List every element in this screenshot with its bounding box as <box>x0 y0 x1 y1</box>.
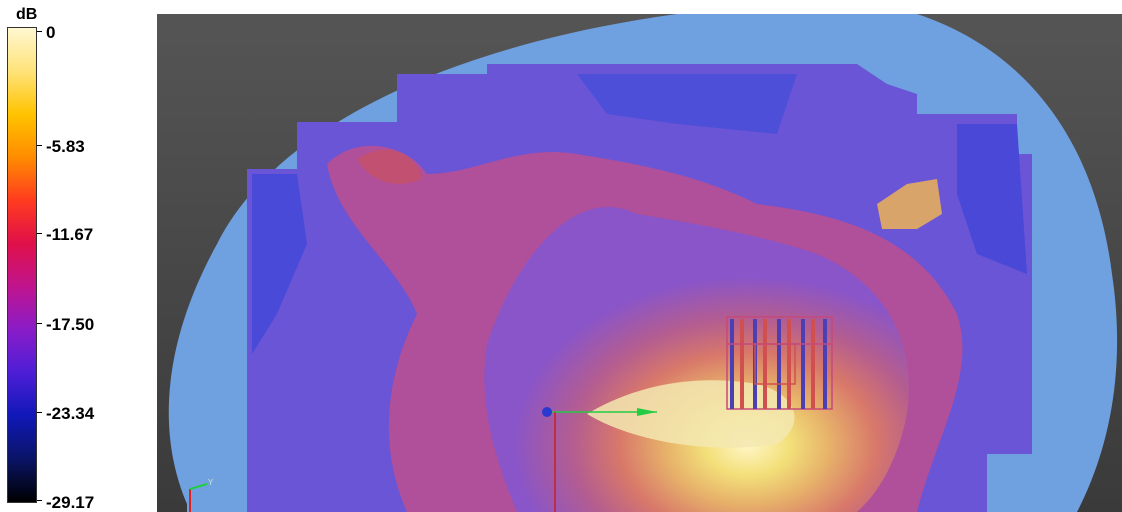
high-field-region <box>484 206 909 512</box>
legend-tick-1: -5.83 <box>46 137 85 156</box>
legend-tick-mark <box>37 233 42 234</box>
legend-tick-mark <box>37 412 42 413</box>
legend-tick-4: -23.34 <box>46 404 95 423</box>
secondary-hotspot <box>877 179 942 229</box>
legend-tick-2: -11.67 <box>46 225 94 244</box>
axis-y-label: Y <box>208 478 214 487</box>
legend-tick-3: -17.50 <box>46 315 95 334</box>
low-field-region <box>252 174 307 354</box>
source-origin[interactable] <box>542 407 657 512</box>
legend-tick-0: 0 <box>46 23 56 42</box>
legend-tick-mark <box>37 31 42 32</box>
field-render: Y <box>157 14 1122 512</box>
legend-tick-mark <box>37 323 42 324</box>
color-legend: dB 0 -5.83 -11.67 -17.50 -23.34 -29.17 <box>0 0 150 512</box>
axis-triad: Y <box>189 478 214 512</box>
antenna-array[interactable] <box>726 316 833 410</box>
legend-tick-mark <box>37 500 42 501</box>
legend-tick-5: -29.17 <box>46 493 95 512</box>
3d-viewport[interactable]: Y <box>157 14 1122 512</box>
legend-unit-label: dB <box>16 6 38 23</box>
legend-color-bar <box>7 27 37 503</box>
mid-field-hotspot <box>357 149 422 184</box>
low-field-region <box>577 74 797 134</box>
legend-tick-mark <box>37 145 42 146</box>
low-field-region <box>957 124 1027 274</box>
